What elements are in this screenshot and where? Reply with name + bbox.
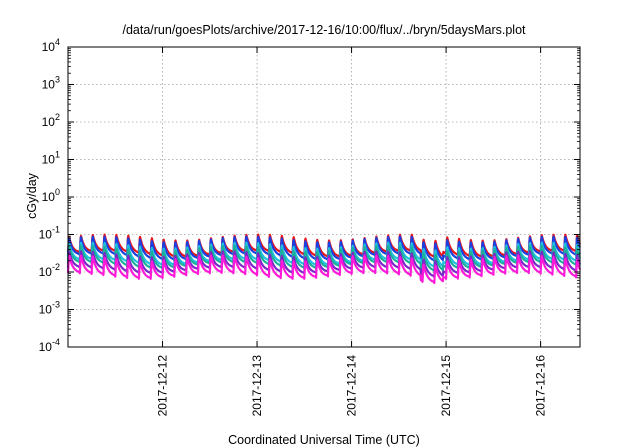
chart-title: /data/run/goesPlots/archive/2017-12-16/1…: [122, 23, 526, 37]
series-layer: [66, 233, 582, 285]
x-tick-label: 2017-12-16: [534, 355, 548, 417]
y-tick-label: 102: [42, 112, 60, 129]
ticks: 10-4 10-3 10-2 10-1 100 101 102 103 104 2017-12-1…: [39, 37, 580, 416]
y-tick-label: 104: [42, 37, 60, 54]
series-line: [66, 250, 582, 279]
y-axis-label: cGy/day: [25, 172, 39, 219]
x-tick-label: 2017-12-15: [439, 355, 453, 417]
y-tick-label: 101: [42, 150, 60, 167]
series-line: [66, 235, 582, 263]
y-tick-label: 10-1: [39, 225, 60, 242]
series-line: [66, 244, 582, 273]
grid: [68, 47, 580, 347]
y-tick-label: 10-2: [39, 262, 60, 279]
x-axis-label: Coordinated Universal Time (UTC): [228, 433, 420, 447]
y-tick-label: 100: [42, 187, 60, 204]
x-tick-label: 2017-12-12: [156, 355, 170, 417]
y-tick-label: 10-4: [39, 337, 60, 354]
x-tick-label: 2017-12-13: [250, 355, 264, 417]
y-tick-label: 103: [42, 75, 60, 92]
x-tick-label: 2017-12-14: [345, 355, 359, 417]
series-line: [66, 254, 582, 285]
y-tick-label: 10-3: [39, 300, 60, 317]
